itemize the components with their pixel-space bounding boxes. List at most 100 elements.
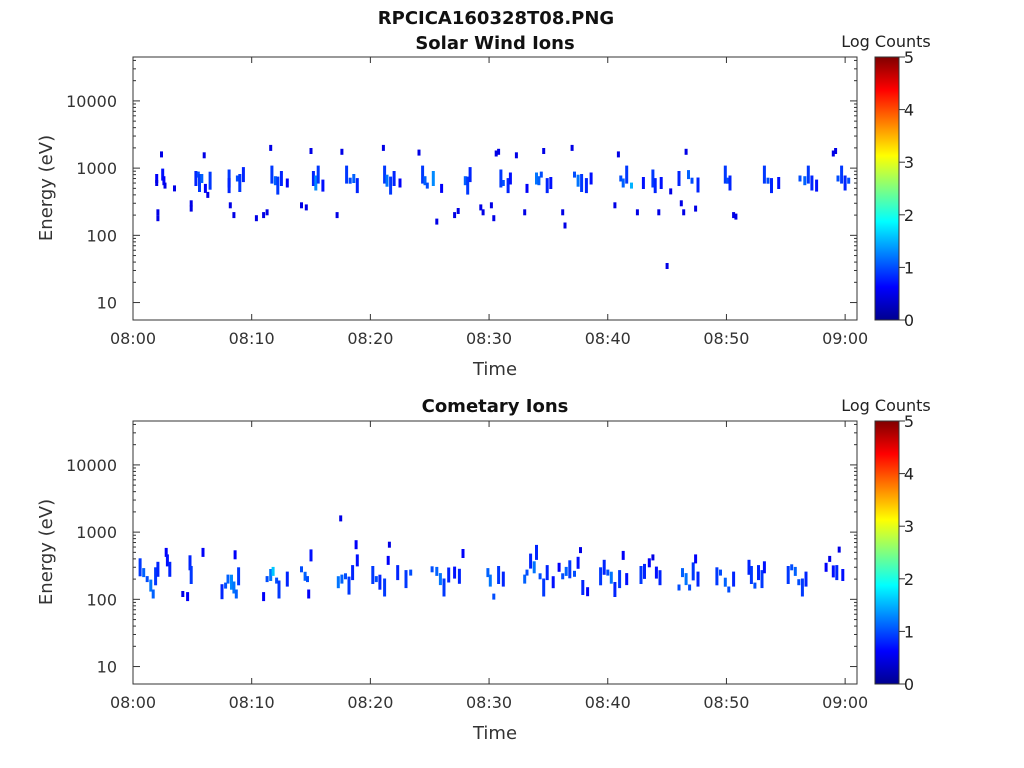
data-cell (355, 554, 359, 567)
data-cell (232, 212, 236, 219)
data-cell (501, 180, 505, 186)
data-cell (723, 577, 727, 587)
data-cell (834, 148, 838, 154)
data-cell (156, 215, 160, 222)
data-cell (155, 180, 159, 186)
data-cell (677, 171, 681, 186)
y-axis-label: Energy (eV) (36, 499, 57, 605)
data-cell (276, 176, 280, 195)
data-cell (679, 200, 683, 207)
data-cell (621, 178, 625, 188)
data-cell (269, 569, 273, 581)
colorbar-tick-label: 4 (904, 465, 914, 484)
data-cell (696, 571, 700, 587)
data-cell (613, 582, 617, 597)
data-cell (151, 589, 155, 599)
colorbar-tick-label: 2 (904, 206, 914, 225)
data-cell (508, 172, 512, 185)
data-cell (563, 222, 567, 229)
data-cell (398, 178, 402, 188)
data-cell (499, 169, 503, 188)
data-cell (311, 171, 315, 186)
data-cell (568, 560, 572, 579)
data-cell (440, 183, 444, 193)
data-cell (797, 579, 801, 586)
data-cell (545, 178, 549, 194)
data-cell (726, 177, 730, 184)
data-cell (647, 558, 651, 568)
data-cell (355, 178, 359, 194)
data-cell (798, 175, 802, 182)
data-cell (551, 576, 555, 589)
data-cell (200, 174, 204, 183)
data-cell (836, 175, 840, 182)
axis-ticks: 08:00 08:10 08:20 08:30 08:40 08:50 09:00 10 100… (66, 421, 868, 712)
data-cell (523, 574, 527, 584)
data-cell (371, 566, 375, 584)
data-cell (790, 564, 794, 571)
x-tick-label: 08:30 (466, 693, 512, 712)
data-cell (837, 546, 841, 553)
data-cell (270, 165, 274, 184)
data-cell (494, 150, 498, 157)
data-cell (316, 165, 320, 184)
data-cell (599, 567, 603, 586)
data-cell (352, 174, 356, 183)
cometary-ions-panel: Cometary Ions 08:00 08:10 08:20 08:30 08:40 0… (36, 396, 931, 744)
colorbar-ticks: 0 1 2 3 4 5 (899, 412, 914, 694)
panel-title: Solar Wind Ions (415, 33, 574, 54)
data-cell (351, 565, 355, 581)
data-cell (654, 566, 658, 579)
data-cell (453, 212, 457, 219)
data-cell (804, 571, 808, 587)
data-cell (762, 165, 766, 184)
data-cell (542, 578, 546, 597)
y-tick-label: 10 (97, 658, 117, 677)
data-cell (309, 148, 313, 154)
data-cell (409, 569, 413, 576)
data-cell (304, 204, 308, 211)
colorbar-tick-label: 3 (904, 517, 914, 536)
data-cell (538, 573, 542, 580)
data-cell (492, 215, 496, 222)
data-cell (843, 175, 847, 191)
data-cell (314, 175, 318, 191)
data-cell (230, 574, 233, 590)
x-tick-label: 08:00 (110, 329, 156, 348)
colorbar-tick-label: 2 (904, 570, 914, 589)
data-cell (479, 204, 483, 211)
data-cell (165, 554, 169, 567)
panel-title: Cometary Ions (422, 396, 569, 417)
data-cell (606, 569, 610, 576)
colorbar-tick-label: 4 (904, 101, 914, 120)
data-cell (285, 178, 289, 188)
data-cell (561, 209, 565, 216)
data-cell (715, 567, 719, 586)
data-cell (732, 212, 736, 219)
data-cell (224, 582, 228, 589)
x-tick-label: 08:10 (229, 693, 275, 712)
data-cell (435, 218, 439, 225)
data-cell (162, 176, 166, 186)
data-cell (279, 171, 283, 186)
colorbar (874, 56, 900, 321)
data-cell (586, 587, 590, 597)
data-cell (506, 178, 510, 194)
data-cell (806, 165, 810, 184)
data-cell (461, 549, 465, 558)
data-cell (163, 182, 167, 189)
data-cell (273, 176, 277, 186)
data-cell (691, 562, 695, 581)
data-cell (241, 167, 245, 183)
data-cell (381, 144, 385, 151)
data-cell (203, 183, 207, 193)
data-cell (404, 570, 408, 589)
data-cell (254, 215, 258, 222)
data-cell (489, 202, 493, 209)
data-cell (463, 176, 467, 186)
data-cell (777, 177, 781, 189)
data-cell (757, 565, 760, 581)
data-cell (181, 591, 185, 597)
data-cell (156, 561, 160, 577)
